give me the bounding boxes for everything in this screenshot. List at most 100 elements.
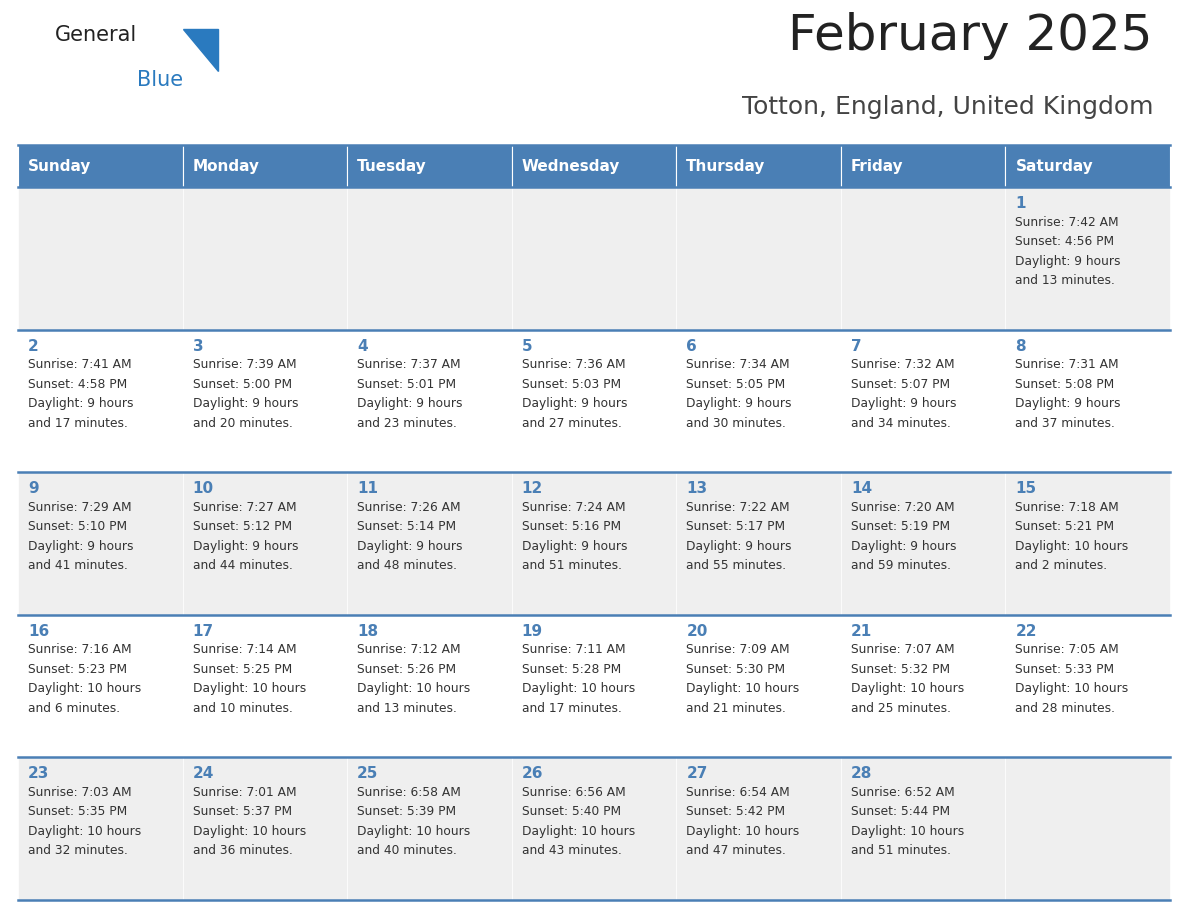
Text: Sunrise: 7:31 AM: Sunrise: 7:31 AM — [1016, 358, 1119, 371]
Text: Sunrise: 7:11 AM: Sunrise: 7:11 AM — [522, 644, 625, 656]
Text: 12: 12 — [522, 481, 543, 497]
Bar — [1005, 615, 1170, 757]
Text: and 2 minutes.: and 2 minutes. — [1016, 559, 1107, 572]
Text: Sunset: 5:19 PM: Sunset: 5:19 PM — [851, 521, 950, 533]
Text: Sunset: 5:12 PM: Sunset: 5:12 PM — [192, 521, 292, 533]
Text: Sunrise: 7:05 AM: Sunrise: 7:05 AM — [1016, 644, 1119, 656]
Text: 14: 14 — [851, 481, 872, 497]
Bar — [841, 472, 1005, 615]
Text: Sunset: 5:37 PM: Sunset: 5:37 PM — [192, 805, 292, 819]
Text: Sunrise: 7:37 AM: Sunrise: 7:37 AM — [358, 358, 461, 371]
Text: Daylight: 10 hours: Daylight: 10 hours — [522, 682, 634, 695]
Polygon shape — [183, 29, 219, 71]
Text: Thursday: Thursday — [687, 159, 765, 174]
Text: Sunset: 5:33 PM: Sunset: 5:33 PM — [1016, 663, 1114, 676]
Text: 23: 23 — [29, 767, 50, 781]
Text: Daylight: 9 hours: Daylight: 9 hours — [29, 397, 133, 410]
Text: Sunset: 5:17 PM: Sunset: 5:17 PM — [687, 521, 785, 533]
Text: 9: 9 — [29, 481, 39, 497]
Bar — [841, 187, 1005, 330]
Text: 27: 27 — [687, 767, 708, 781]
Text: Daylight: 10 hours: Daylight: 10 hours — [358, 682, 470, 695]
Text: Sunday: Sunday — [29, 159, 91, 174]
Text: Sunrise: 7:36 AM: Sunrise: 7:36 AM — [522, 358, 625, 371]
Text: Sunset: 5:42 PM: Sunset: 5:42 PM — [687, 805, 785, 819]
Text: 7: 7 — [851, 339, 861, 353]
Text: Daylight: 9 hours: Daylight: 9 hours — [851, 540, 956, 553]
Bar — [676, 615, 841, 757]
Bar — [347, 330, 512, 472]
Bar — [512, 145, 676, 187]
Text: Sunrise: 7:22 AM: Sunrise: 7:22 AM — [687, 500, 790, 514]
Bar — [841, 145, 1005, 187]
Text: Sunrise: 6:54 AM: Sunrise: 6:54 AM — [687, 786, 790, 799]
Text: 17: 17 — [192, 624, 214, 639]
Text: Daylight: 10 hours: Daylight: 10 hours — [29, 825, 141, 838]
Text: and 37 minutes.: and 37 minutes. — [1016, 417, 1116, 430]
Text: and 21 minutes.: and 21 minutes. — [687, 701, 786, 715]
Text: 13: 13 — [687, 481, 707, 497]
Text: Sunrise: 7:12 AM: Sunrise: 7:12 AM — [358, 644, 461, 656]
Text: Sunrise: 6:56 AM: Sunrise: 6:56 AM — [522, 786, 625, 799]
Text: 28: 28 — [851, 767, 872, 781]
Text: Sunrise: 7:34 AM: Sunrise: 7:34 AM — [687, 358, 790, 371]
Text: and 55 minutes.: and 55 minutes. — [687, 559, 786, 572]
Text: General: General — [55, 25, 138, 45]
Text: Sunset: 4:56 PM: Sunset: 4:56 PM — [1016, 235, 1114, 248]
Bar — [1005, 472, 1170, 615]
Text: and 23 minutes.: and 23 minutes. — [358, 417, 457, 430]
Text: 5: 5 — [522, 339, 532, 353]
Text: and 48 minutes.: and 48 minutes. — [358, 559, 457, 572]
Bar — [347, 615, 512, 757]
Text: Daylight: 10 hours: Daylight: 10 hours — [687, 682, 800, 695]
Bar — [18, 757, 183, 900]
Text: Daylight: 9 hours: Daylight: 9 hours — [1016, 254, 1121, 267]
Text: and 59 minutes.: and 59 minutes. — [851, 559, 950, 572]
Text: Sunset: 5:44 PM: Sunset: 5:44 PM — [851, 805, 950, 819]
Text: Sunset: 5:08 PM: Sunset: 5:08 PM — [1016, 377, 1114, 390]
Text: Sunrise: 7:18 AM: Sunrise: 7:18 AM — [1016, 500, 1119, 514]
Text: Sunrise: 7:03 AM: Sunrise: 7:03 AM — [29, 786, 132, 799]
Text: Wednesday: Wednesday — [522, 159, 620, 174]
Bar — [676, 472, 841, 615]
Bar — [347, 472, 512, 615]
Text: 8: 8 — [1016, 339, 1026, 353]
Text: Daylight: 10 hours: Daylight: 10 hours — [522, 825, 634, 838]
Text: 25: 25 — [358, 767, 379, 781]
Bar — [183, 145, 347, 187]
Text: Daylight: 10 hours: Daylight: 10 hours — [29, 682, 141, 695]
Bar — [841, 330, 1005, 472]
Text: 24: 24 — [192, 767, 214, 781]
Text: Friday: Friday — [851, 159, 904, 174]
Text: Blue: Blue — [137, 70, 183, 90]
Text: Daylight: 9 hours: Daylight: 9 hours — [687, 397, 791, 410]
Text: and 13 minutes.: and 13 minutes. — [358, 701, 457, 715]
Text: Sunset: 5:07 PM: Sunset: 5:07 PM — [851, 377, 950, 390]
Text: and 25 minutes.: and 25 minutes. — [851, 701, 950, 715]
Text: Sunset: 5:28 PM: Sunset: 5:28 PM — [522, 663, 621, 676]
Text: Sunset: 5:05 PM: Sunset: 5:05 PM — [687, 377, 785, 390]
Bar — [18, 330, 183, 472]
Text: Daylight: 9 hours: Daylight: 9 hours — [1016, 397, 1121, 410]
Text: 16: 16 — [29, 624, 49, 639]
Text: Sunset: 5:03 PM: Sunset: 5:03 PM — [522, 377, 621, 390]
Text: and 30 minutes.: and 30 minutes. — [687, 417, 786, 430]
Text: Daylight: 10 hours: Daylight: 10 hours — [358, 825, 470, 838]
Text: Sunrise: 7:42 AM: Sunrise: 7:42 AM — [1016, 216, 1119, 229]
Text: Sunset: 5:40 PM: Sunset: 5:40 PM — [522, 805, 621, 819]
Text: Sunset: 5:26 PM: Sunset: 5:26 PM — [358, 663, 456, 676]
Text: and 13 minutes.: and 13 minutes. — [1016, 274, 1116, 287]
Text: and 44 minutes.: and 44 minutes. — [192, 559, 292, 572]
Text: Sunset: 5:30 PM: Sunset: 5:30 PM — [687, 663, 785, 676]
Text: Sunrise: 7:07 AM: Sunrise: 7:07 AM — [851, 644, 954, 656]
Text: Sunrise: 7:14 AM: Sunrise: 7:14 AM — [192, 644, 296, 656]
Text: Sunrise: 7:16 AM: Sunrise: 7:16 AM — [29, 644, 132, 656]
Text: Sunset: 5:23 PM: Sunset: 5:23 PM — [29, 663, 127, 676]
Bar — [183, 757, 347, 900]
Bar — [512, 757, 676, 900]
Text: Daylight: 9 hours: Daylight: 9 hours — [851, 397, 956, 410]
Text: Sunrise: 7:20 AM: Sunrise: 7:20 AM — [851, 500, 954, 514]
Text: Daylight: 9 hours: Daylight: 9 hours — [358, 540, 462, 553]
Text: Daylight: 10 hours: Daylight: 10 hours — [687, 825, 800, 838]
Text: Daylight: 10 hours: Daylight: 10 hours — [851, 682, 965, 695]
